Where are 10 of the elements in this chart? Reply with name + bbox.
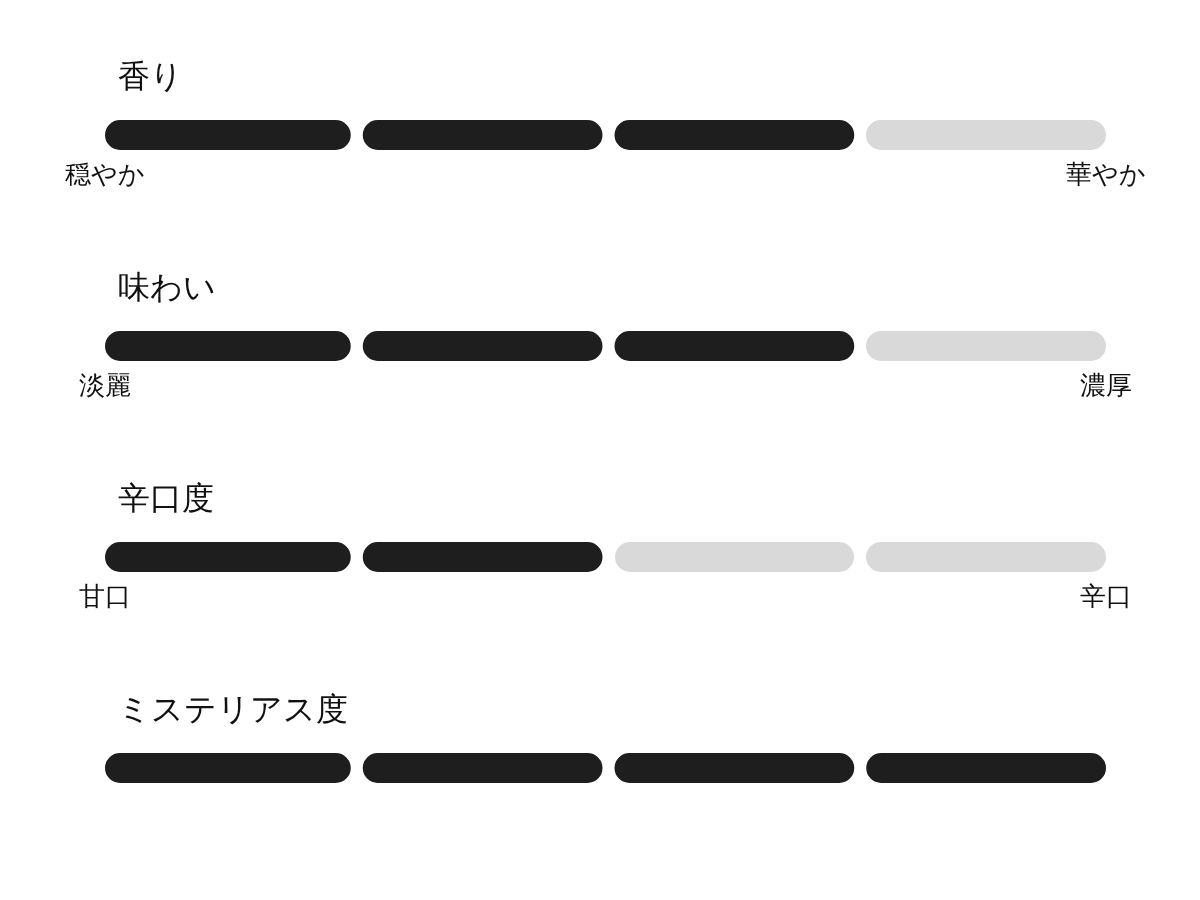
annotation: 甘口 [79, 580, 131, 611]
y-tick-label: 味わい [118, 268, 216, 307]
annotation: 華やか [1066, 158, 1146, 189]
annotation: 濃厚 [1080, 369, 1132, 400]
annotation: 淡麗 [79, 369, 131, 400]
y-tick-label: 辛口度 [118, 479, 214, 518]
annotation: 辛口 [1080, 580, 1132, 611]
y-tick-label: 香り [118, 57, 183, 96]
annotation: 穏やか [65, 158, 145, 189]
y-tick-label: ミステリアス度 [118, 690, 348, 729]
